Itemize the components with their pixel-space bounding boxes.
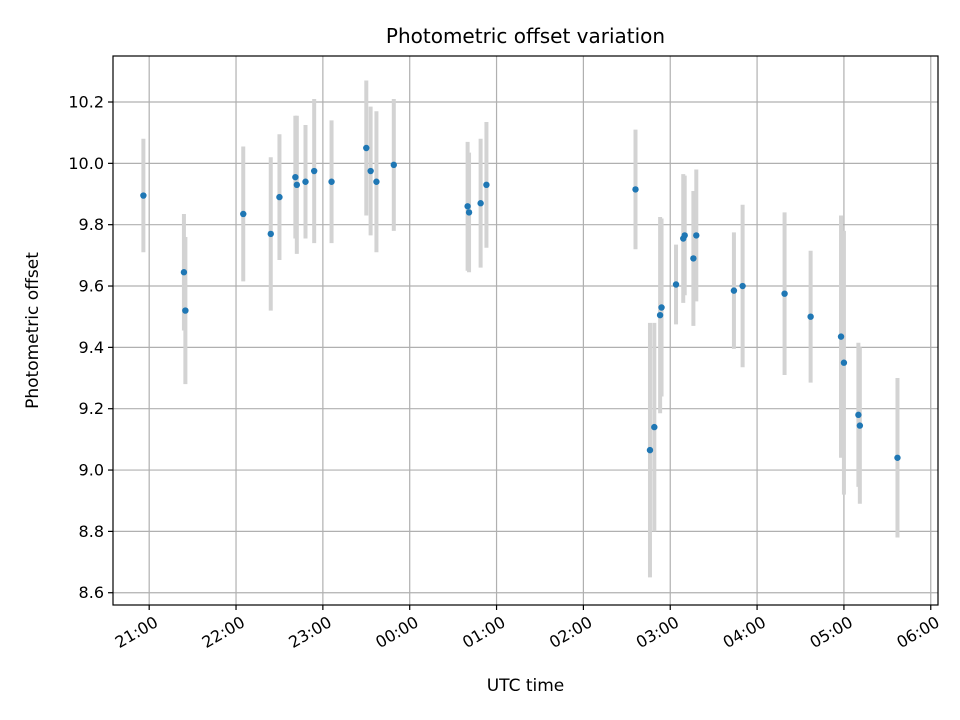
x-tick-label: 06:00 [893, 612, 942, 652]
y-tick-label: 9.2 [79, 399, 104, 418]
x-tick-label: 21:00 [112, 612, 161, 652]
x-tick-label: 02:00 [546, 612, 595, 652]
data-point [807, 313, 814, 320]
data-point [855, 411, 862, 419]
y-tick-label: 9.8 [79, 215, 104, 234]
y-axis-ticks: 8.6 8.8 9.0 9.2 9.4 9.6 9.8 10.0 10.2 [68, 93, 113, 602]
data-point [483, 181, 490, 189]
error-bars [141, 80, 900, 578]
x-tick-label: 05:00 [806, 612, 855, 652]
data-point [182, 307, 189, 314]
x-tick-label: 23:00 [285, 612, 334, 652]
data-point [267, 230, 274, 238]
data-point [632, 186, 639, 193]
y-tick-label: 9.4 [79, 338, 104, 357]
data-point [140, 192, 147, 199]
grid-lines [113, 56, 938, 605]
y-tick-label: 10.0 [68, 154, 104, 173]
chart-title: Photometric offset variation [386, 24, 665, 48]
data-point [840, 359, 848, 366]
y-tick-label: 8.6 [79, 583, 104, 602]
data-point [328, 178, 335, 185]
data-point [894, 454, 901, 461]
data-point [646, 446, 654, 454]
data-point [367, 167, 374, 175]
x-tick-label: 00:00 [372, 612, 421, 652]
y-axis-label: Photometric offset [23, 252, 43, 409]
data-point [651, 423, 658, 431]
data-point [276, 193, 283, 201]
y-tick-label: 9.0 [79, 461, 104, 480]
data-point [693, 232, 700, 239]
data-point [837, 333, 845, 340]
data-point [302, 178, 309, 185]
data-point [656, 311, 664, 319]
data-point [240, 210, 247, 218]
data-point [690, 255, 697, 262]
data-point [856, 422, 864, 429]
data-point [464, 203, 471, 210]
data-point [180, 269, 188, 276]
x-axis-label: UTC time [487, 676, 565, 696]
x-tick-label: 01:00 [459, 612, 508, 652]
data-point [658, 304, 665, 311]
data-points [140, 144, 901, 461]
data-point [292, 173, 299, 181]
data-point [465, 209, 473, 216]
y-tick-label: 9.6 [79, 277, 104, 296]
data-point [310, 167, 318, 175]
x-axis-ticks: 21:00 22:00 23:00 00:00 01:00 02:00 03:00 04:00… [112, 605, 943, 652]
y-tick-label: 8.8 [79, 522, 104, 541]
data-point [293, 181, 301, 189]
x-tick-label: 04:00 [720, 612, 769, 652]
data-point [373, 178, 380, 185]
data-point [681, 232, 688, 239]
data-point [739, 282, 746, 290]
plot-frame [112, 55, 939, 606]
data-point [781, 290, 788, 297]
data-point [730, 287, 738, 294]
y-tick-label: 10.2 [68, 93, 104, 112]
data-point [672, 281, 680, 288]
x-tick-label: 03:00 [633, 612, 682, 652]
data-point [390, 161, 397, 169]
data-point [363, 144, 370, 152]
x-tick-label: 22:00 [199, 612, 248, 652]
data-point [477, 200, 484, 207]
